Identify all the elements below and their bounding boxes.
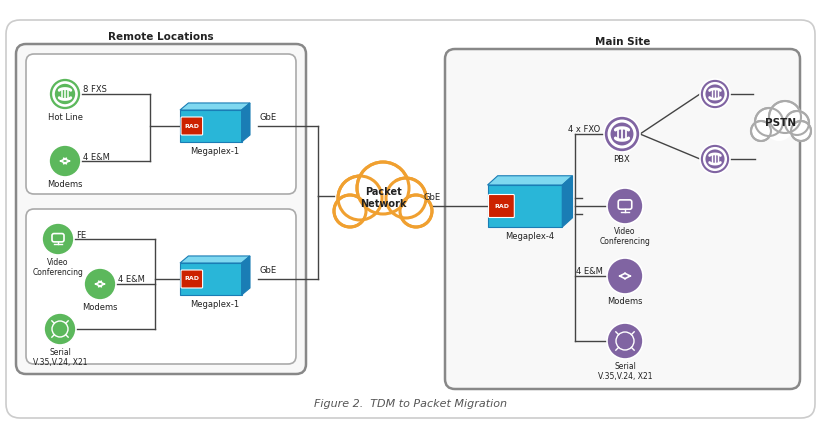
Circle shape	[785, 111, 809, 135]
Text: 4 E&M: 4 E&M	[118, 276, 144, 285]
Text: Megaplex-1: Megaplex-1	[190, 300, 240, 309]
FancyBboxPatch shape	[16, 44, 306, 374]
Polygon shape	[488, 185, 562, 227]
Text: Megaplex-1: Megaplex-1	[190, 147, 240, 156]
Polygon shape	[180, 256, 250, 263]
Text: Modems: Modems	[82, 303, 117, 312]
Circle shape	[359, 177, 407, 225]
Circle shape	[334, 195, 366, 227]
Circle shape	[44, 313, 76, 345]
Circle shape	[357, 162, 409, 214]
Text: 4 x FXO: 4 x FXO	[568, 126, 600, 134]
Circle shape	[751, 121, 771, 141]
FancyBboxPatch shape	[181, 117, 203, 135]
Circle shape	[49, 145, 81, 177]
FancyBboxPatch shape	[26, 54, 296, 194]
Text: 4 E&M: 4 E&M	[576, 268, 603, 276]
Polygon shape	[180, 110, 241, 142]
Text: PBX: PBX	[613, 155, 631, 164]
Polygon shape	[562, 176, 572, 227]
FancyBboxPatch shape	[6, 20, 815, 418]
Text: Hot Line: Hot Line	[48, 113, 82, 122]
Circle shape	[400, 195, 432, 227]
FancyBboxPatch shape	[26, 209, 296, 364]
Circle shape	[607, 258, 643, 294]
Text: Video
Conferencing: Video Conferencing	[599, 227, 650, 246]
Text: Figure 2.  TDM to Packet Migration: Figure 2. TDM to Packet Migration	[314, 399, 507, 409]
Polygon shape	[241, 256, 250, 295]
Circle shape	[386, 178, 426, 218]
Text: Main Site: Main Site	[594, 37, 650, 47]
Text: Remote Locations: Remote Locations	[108, 32, 213, 42]
Text: RAD: RAD	[184, 123, 200, 128]
Circle shape	[700, 144, 730, 174]
Text: FE: FE	[76, 231, 86, 240]
Text: 8 FXS: 8 FXS	[83, 86, 107, 95]
Text: Modems: Modems	[48, 180, 83, 189]
Text: 4 E&M: 4 E&M	[83, 153, 110, 162]
FancyBboxPatch shape	[488, 195, 514, 218]
Polygon shape	[488, 176, 572, 185]
Circle shape	[42, 223, 74, 255]
Circle shape	[791, 121, 811, 141]
Text: RAD: RAD	[494, 204, 509, 209]
Text: GbE: GbE	[260, 113, 277, 122]
Circle shape	[49, 78, 81, 110]
Circle shape	[84, 268, 116, 300]
Circle shape	[358, 186, 398, 226]
Circle shape	[700, 79, 730, 109]
Text: PSTN: PSTN	[765, 118, 796, 128]
Text: Serial
V.35,V.24, X21: Serial V.35,V.24, X21	[598, 362, 652, 382]
Circle shape	[755, 108, 783, 136]
Circle shape	[604, 116, 640, 152]
Polygon shape	[241, 103, 250, 142]
Circle shape	[607, 323, 643, 359]
Text: RAD: RAD	[184, 276, 200, 282]
FancyBboxPatch shape	[181, 270, 203, 288]
Text: GbE: GbE	[423, 193, 440, 202]
Polygon shape	[180, 103, 250, 110]
Text: Video
Conferencing: Video Conferencing	[33, 258, 84, 277]
Text: Packet
Network: Packet Network	[360, 187, 406, 209]
Text: GbE: GbE	[260, 266, 277, 275]
Circle shape	[607, 188, 643, 224]
FancyBboxPatch shape	[445, 49, 800, 389]
Circle shape	[765, 113, 793, 141]
Text: Serial
V.35,V.24, X21: Serial V.35,V.24, X21	[33, 348, 87, 368]
Circle shape	[769, 101, 801, 133]
Text: Megaplex-4: Megaplex-4	[506, 232, 554, 241]
Text: Modems: Modems	[608, 297, 643, 306]
Circle shape	[338, 176, 382, 220]
Polygon shape	[180, 263, 241, 295]
